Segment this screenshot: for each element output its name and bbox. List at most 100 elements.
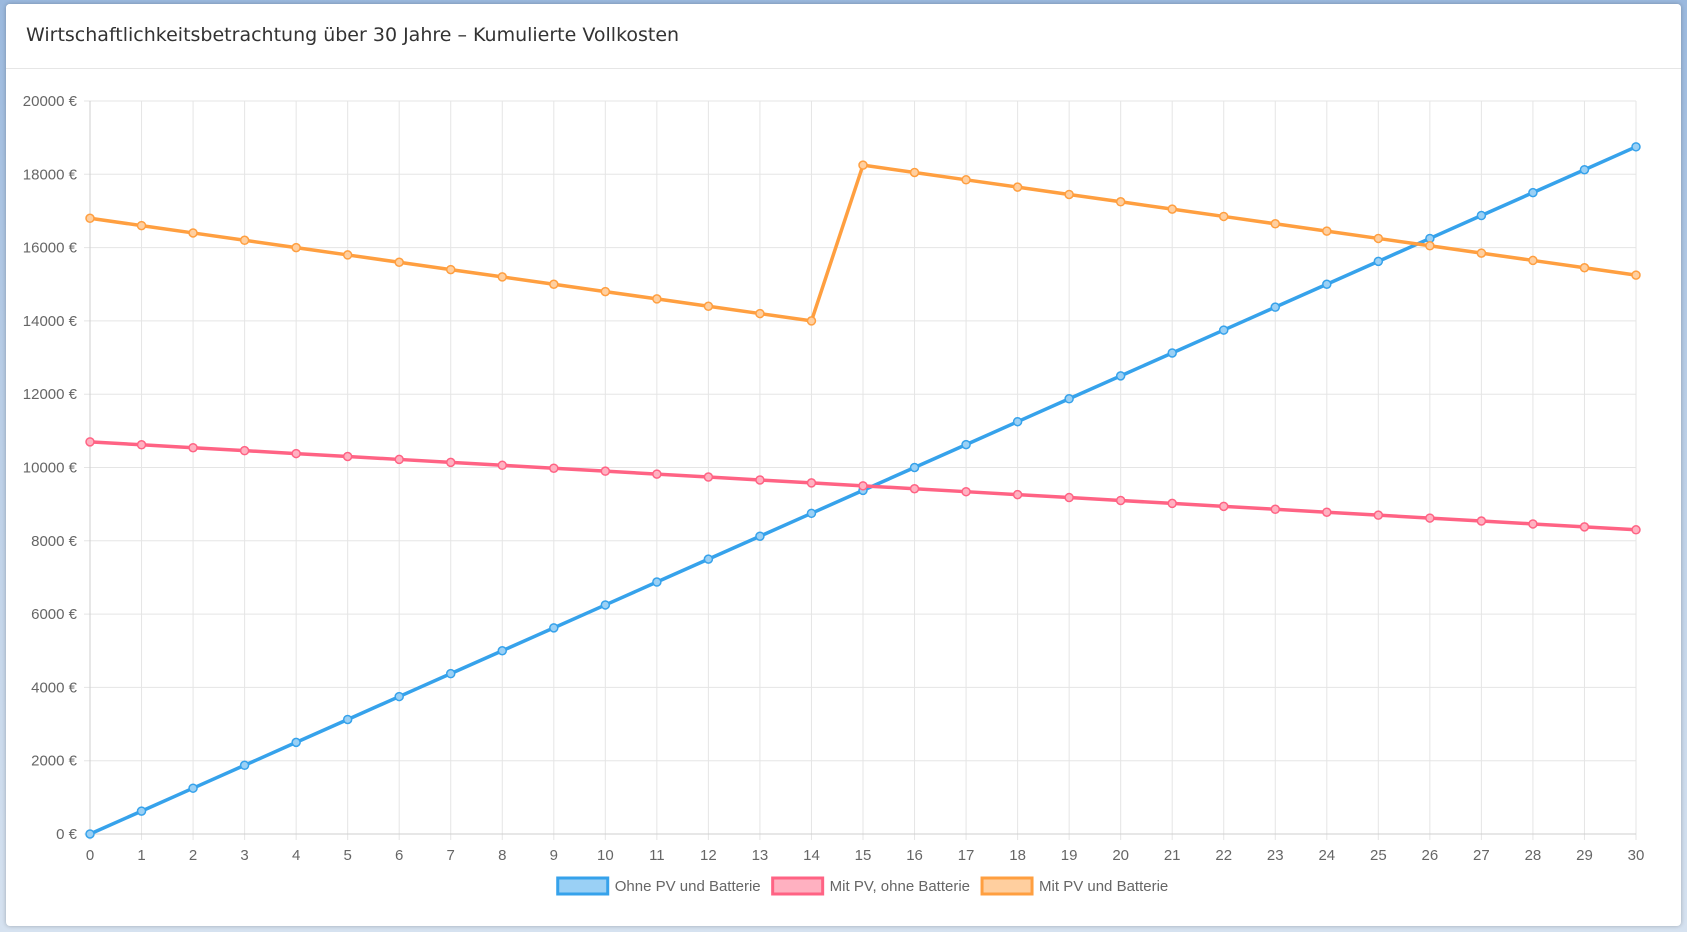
legend-swatch[interactable] (980, 876, 1034, 896)
data-point[interactable] (85, 829, 95, 839)
data-point[interactable] (1528, 255, 1538, 266)
data-point[interactable] (1218, 501, 1229, 512)
y-tick-label: 16000 € (23, 240, 78, 257)
data-point[interactable] (1270, 219, 1281, 229)
data-point[interactable] (961, 439, 971, 450)
data-point[interactable] (1218, 211, 1229, 222)
data-point[interactable] (1373, 510, 1384, 520)
legend-swatch[interactable] (556, 876, 610, 896)
data-point[interactable] (291, 448, 301, 459)
data-point[interactable] (136, 220, 147, 231)
data-point[interactable] (85, 437, 95, 447)
data-point[interactable] (652, 294, 662, 304)
data-point[interactable] (1631, 270, 1641, 280)
data-point[interactable] (1476, 248, 1487, 258)
x-tick-label: 27 (1473, 847, 1490, 864)
data-point[interactable] (291, 737, 301, 748)
x-tick-label: 3 (240, 847, 248, 864)
data-point[interactable] (549, 279, 559, 289)
data-point[interactable] (239, 445, 250, 456)
data-point[interactable] (1476, 516, 1487, 526)
data-point[interactable] (1270, 504, 1281, 515)
data-point[interactable] (1115, 495, 1126, 506)
data-point[interactable] (755, 475, 765, 485)
data-point[interactable] (806, 478, 817, 488)
data-point[interactable] (342, 714, 353, 725)
data-point[interactable] (445, 668, 456, 679)
data-point[interactable] (858, 160, 868, 170)
data-point[interactable] (1218, 325, 1229, 335)
data-point[interactable] (652, 577, 662, 587)
data-point[interactable] (1476, 210, 1487, 221)
data-point[interactable] (188, 783, 198, 793)
data-point[interactable] (600, 286, 611, 297)
data-point[interactable] (239, 235, 250, 246)
data-point[interactable] (652, 469, 662, 479)
data-point[interactable] (497, 272, 508, 282)
data-point[interactable] (909, 167, 920, 178)
x-tick-label: 23 (1267, 847, 1284, 864)
data-point[interactable] (1270, 302, 1281, 312)
data-point[interactable] (342, 250, 353, 260)
data-point[interactable] (1322, 507, 1332, 517)
data-point[interactable] (1012, 489, 1023, 500)
data-point[interactable] (1631, 525, 1641, 535)
data-point[interactable] (188, 228, 198, 238)
data-point[interactable] (1579, 164, 1590, 175)
data-point[interactable] (1012, 416, 1023, 427)
data-point[interactable] (239, 760, 250, 771)
data-point[interactable] (188, 442, 198, 453)
data-point[interactable] (1322, 226, 1332, 236)
data-point[interactable] (1115, 371, 1126, 381)
data-point[interactable] (1167, 348, 1177, 358)
data-point[interactable] (1167, 498, 1177, 509)
data-point[interactable] (1373, 256, 1384, 267)
data-point[interactable] (394, 257, 404, 268)
data-point[interactable] (136, 806, 147, 816)
data-point[interactable] (1528, 187, 1538, 198)
data-point[interactable] (394, 691, 404, 702)
data-point[interactable] (806, 508, 817, 519)
data-point[interactable] (1167, 204, 1177, 214)
data-point[interactable] (342, 451, 353, 462)
data-point[interactable] (1064, 189, 1074, 200)
data-point[interactable] (1528, 519, 1538, 529)
data-point[interactable] (394, 454, 404, 465)
data-point[interactable] (1425, 241, 1435, 251)
data-point[interactable] (755, 308, 765, 319)
data-point[interactable] (85, 213, 95, 224)
data-point[interactable] (600, 600, 611, 610)
data-point[interactable] (961, 486, 971, 497)
data-point[interactable] (1579, 263, 1590, 273)
data-point[interactable] (961, 175, 971, 185)
data-point[interactable] (755, 531, 765, 541)
data-point[interactable] (806, 316, 817, 326)
data-point[interactable] (445, 457, 456, 468)
data-point[interactable] (858, 481, 868, 491)
data-point[interactable] (1064, 394, 1074, 404)
data-point[interactable] (445, 264, 456, 275)
data-point[interactable] (291, 242, 301, 253)
legend-swatch[interactable] (771, 876, 825, 896)
x-tick-label: 20 (1112, 847, 1129, 864)
data-point[interactable] (909, 484, 920, 494)
data-point[interactable] (136, 440, 147, 450)
y-tick-label: 6000 € (31, 606, 78, 623)
data-point[interactable] (703, 301, 714, 311)
data-point[interactable] (549, 463, 559, 473)
data-point[interactable] (1322, 279, 1332, 289)
data-point[interactable] (703, 472, 714, 482)
data-point[interactable] (909, 462, 920, 473)
data-point[interactable] (497, 646, 508, 656)
data-point[interactable] (497, 460, 508, 471)
data-point[interactable] (703, 554, 714, 564)
data-point[interactable] (549, 623, 559, 633)
data-point[interactable] (1012, 182, 1023, 192)
data-point[interactable] (1373, 233, 1384, 244)
data-point[interactable] (1631, 142, 1641, 152)
data-point[interactable] (1115, 197, 1126, 207)
data-point[interactable] (1425, 513, 1435, 523)
data-point[interactable] (1064, 492, 1074, 503)
data-point[interactable] (600, 466, 611, 476)
data-point[interactable] (1579, 522, 1590, 532)
